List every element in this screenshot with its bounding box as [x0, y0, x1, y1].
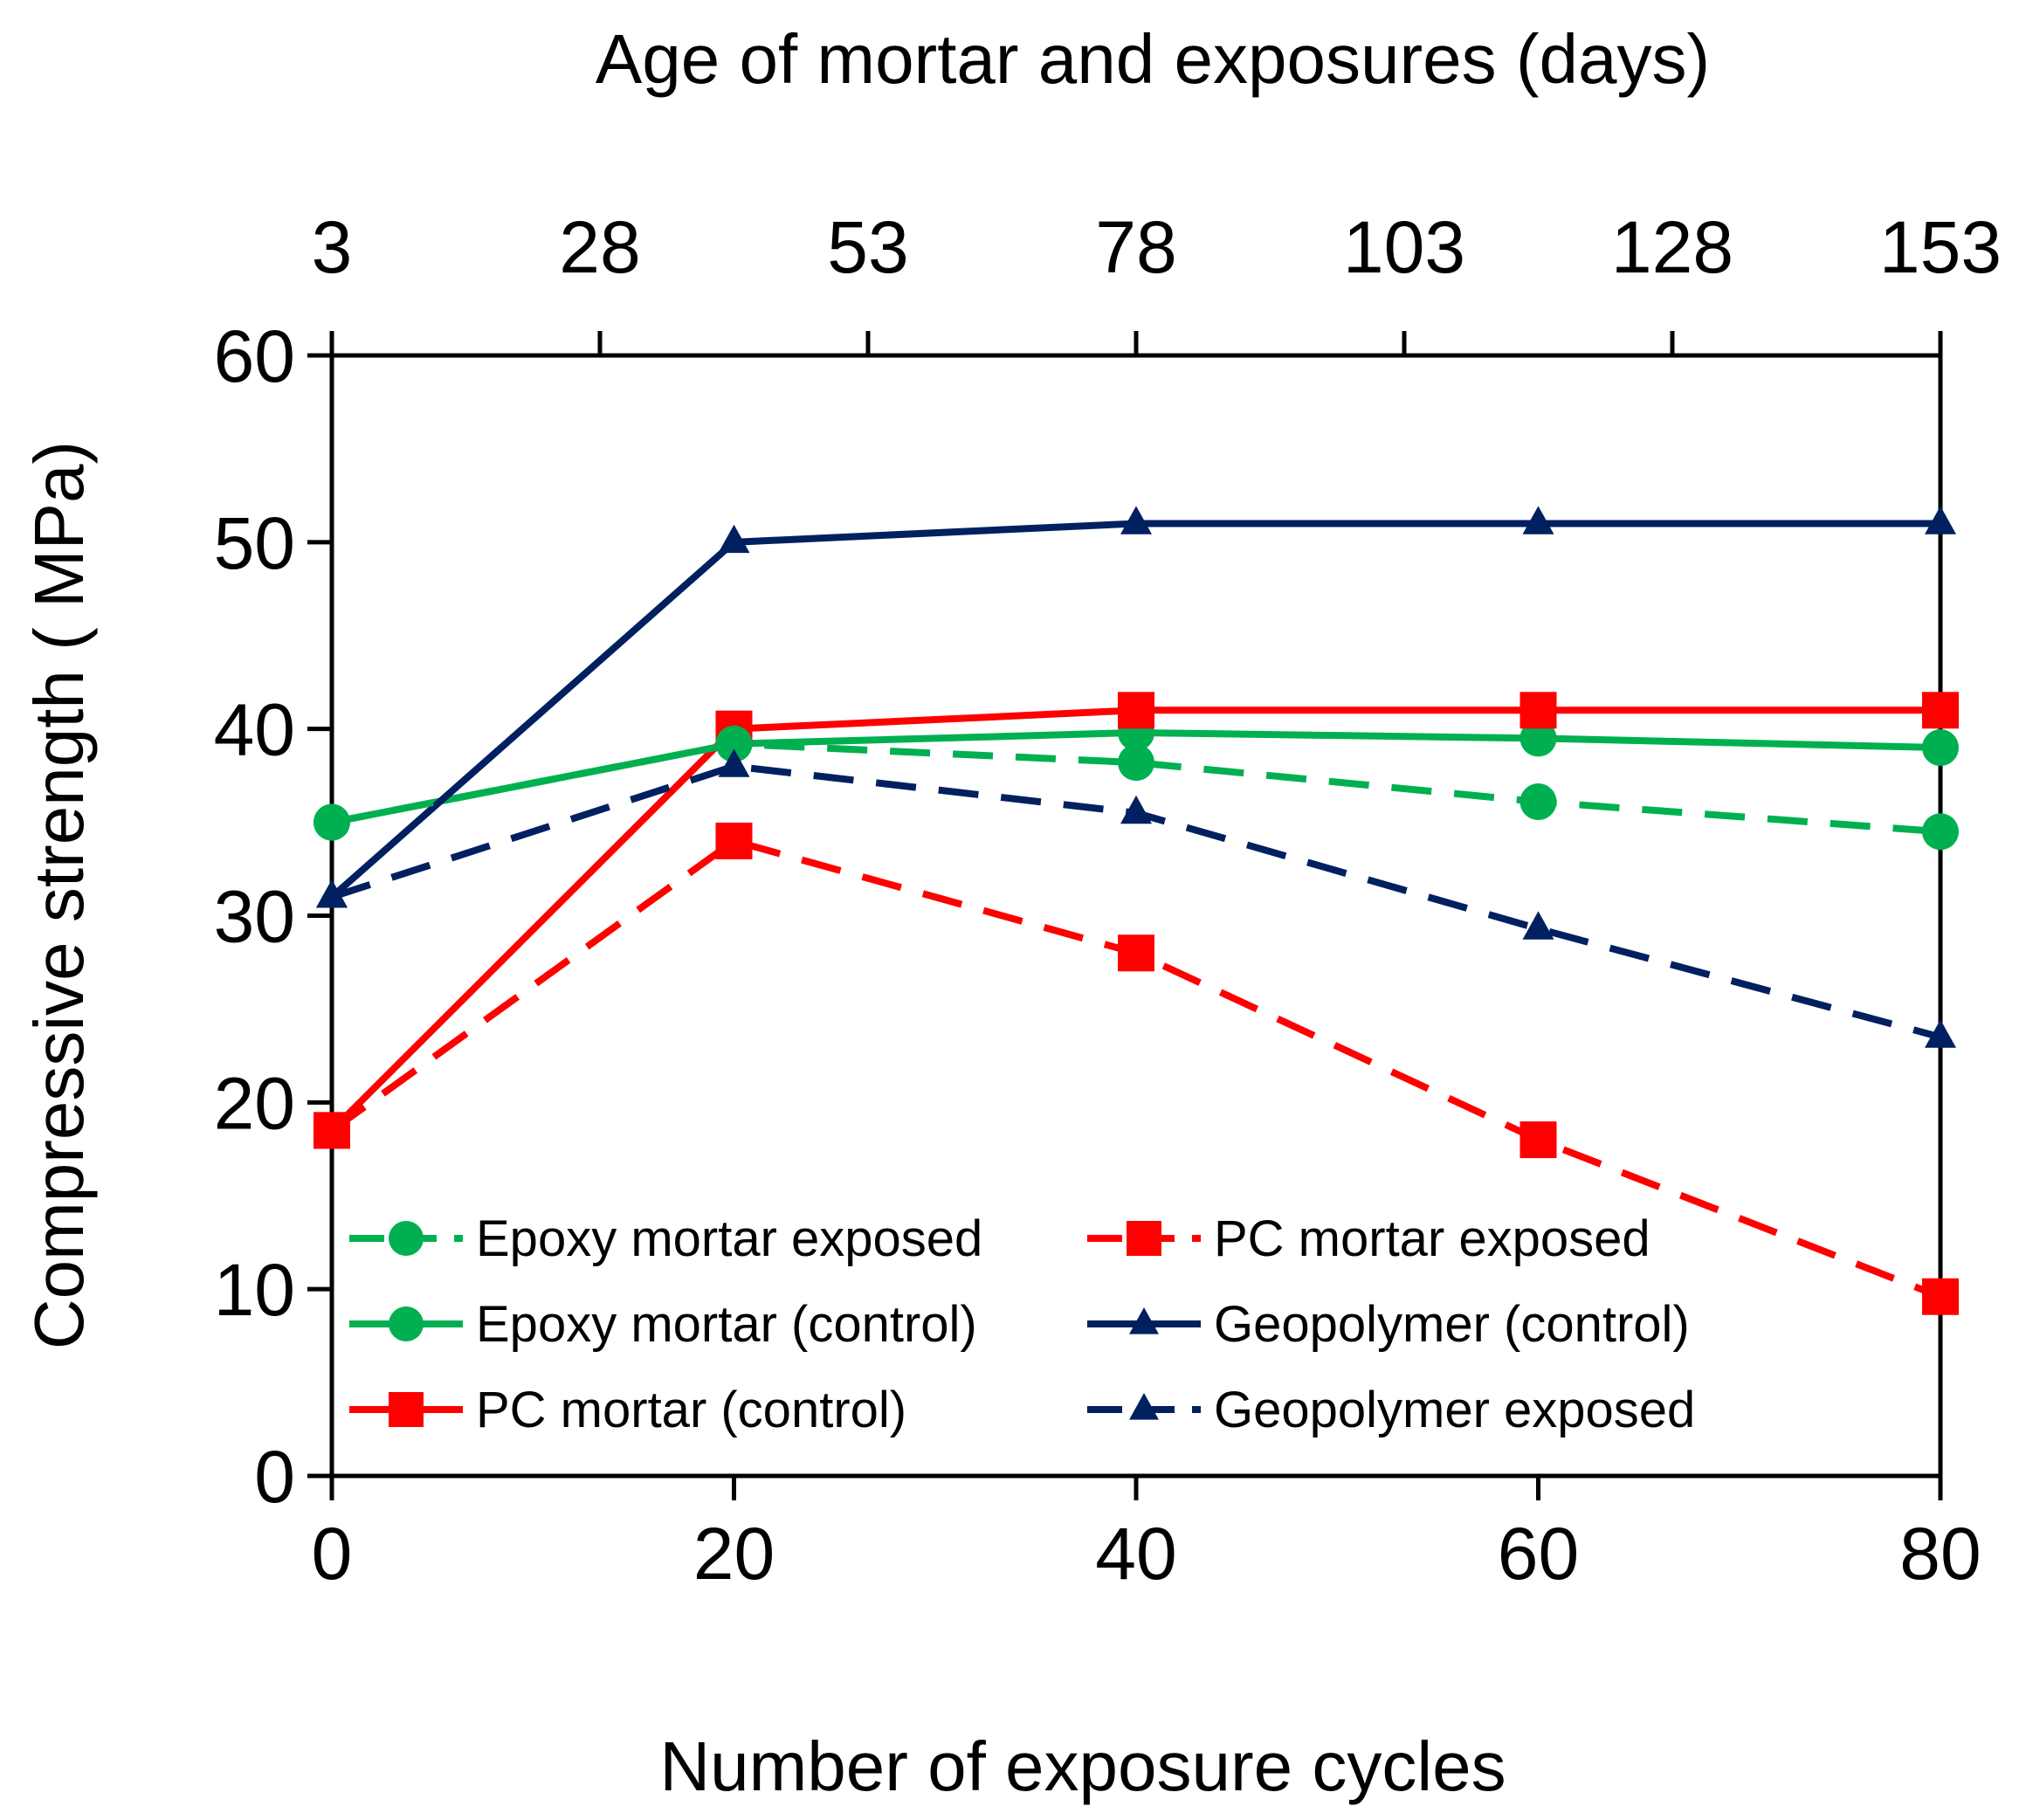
series-line	[331, 740, 1941, 836]
data-point	[715, 822, 753, 859]
data-point	[718, 748, 750, 777]
axes: 0 10 20 30 40 50 60 0 20 40 60 80 3 28 53 78 103 128 153	[214, 206, 2002, 1595]
y-tick-label: 60	[214, 315, 295, 397]
legend-label: Epoxy mortar (control)	[476, 1296, 977, 1353]
series-0	[314, 725, 1959, 851]
x2-tick-label: 53	[827, 206, 908, 288]
legend-item: Geopolymer (control)	[1087, 1296, 1690, 1353]
legend-label: Epoxy mortar exposed	[476, 1210, 982, 1267]
series-1	[314, 822, 1959, 1315]
y-tick-label: 0	[254, 1436, 295, 1518]
data-point	[715, 725, 753, 762]
data-point	[1925, 506, 1956, 534]
legend-marker	[389, 1221, 424, 1256]
y-tick-label: 20	[214, 1062, 295, 1144]
y-tick-label: 40	[214, 689, 295, 771]
data-point	[718, 524, 750, 554]
legend-item: PC mortar (control)	[349, 1382, 906, 1438]
x2-tick-label: 3	[312, 206, 353, 288]
x-tick-label: 20	[693, 1513, 775, 1595]
legend-label: PC mortar (control)	[476, 1382, 906, 1438]
data-point	[1120, 795, 1152, 824]
x2-tick-label: 78	[1095, 206, 1176, 288]
legend-marker	[389, 1392, 424, 1427]
data-point	[1922, 729, 1959, 767]
data-point	[1120, 506, 1152, 534]
series-layer	[314, 506, 1959, 1315]
data-point	[1520, 1121, 1557, 1159]
data-point	[1522, 506, 1554, 534]
y-tick-label: 10	[214, 1249, 295, 1331]
data-point	[314, 1112, 350, 1149]
x-tick-label: 40	[1095, 1513, 1176, 1595]
x-axis-title: Number of exposure cycles	[659, 1727, 1506, 1805]
data-point	[1118, 692, 1154, 729]
legend-label: PC mortar exposed	[1214, 1210, 1650, 1267]
legend-item: Geopolymer exposed	[1087, 1382, 1695, 1438]
y-tick-label: 30	[214, 876, 295, 958]
data-point	[316, 879, 348, 908]
legend-marker	[389, 1306, 424, 1341]
data-point	[1925, 1019, 1956, 1048]
legend-marker	[1129, 1307, 1159, 1334]
y-tick-label: 50	[214, 502, 295, 584]
x2-tick-label: 28	[559, 206, 640, 288]
series-5	[316, 748, 1956, 1048]
legend-marker	[1127, 1221, 1161, 1256]
x-tick-label: 80	[1899, 1513, 1981, 1595]
x-tick-label: 0	[312, 1513, 353, 1595]
legend-label: Geopolymer (control)	[1214, 1296, 1690, 1353]
y-axis-title: Compressive strength ( MPa)	[20, 441, 98, 1349]
data-point	[1522, 911, 1554, 940]
x-tick-label: 60	[1498, 1513, 1579, 1595]
x2-tick-label: 153	[1879, 206, 2002, 288]
data-point	[1520, 783, 1557, 821]
legend-item: PC mortar exposed	[1087, 1210, 1650, 1267]
data-point	[1520, 720, 1557, 757]
data-point	[1520, 692, 1557, 729]
data-point	[1922, 1278, 1959, 1315]
data-point	[314, 803, 350, 841]
legend-label: Geopolymer exposed	[1214, 1382, 1695, 1438]
data-point	[1118, 934, 1154, 972]
legend: Epoxy mortar exposed PC mortar exposed Epo…	[349, 1210, 1695, 1438]
legend-item: Epoxy mortar exposed	[349, 1210, 982, 1267]
data-point	[1922, 813, 1959, 851]
legend-item: Epoxy mortar (control)	[349, 1296, 977, 1353]
x2-tick-label: 103	[1343, 206, 1465, 288]
x2-axis-title: Age of mortar and exposures (days)	[596, 20, 1710, 98]
data-point	[1118, 744, 1154, 782]
data-point	[1922, 692, 1959, 729]
x2-tick-label: 128	[1611, 206, 1733, 288]
legend-marker	[1129, 1393, 1159, 1420]
